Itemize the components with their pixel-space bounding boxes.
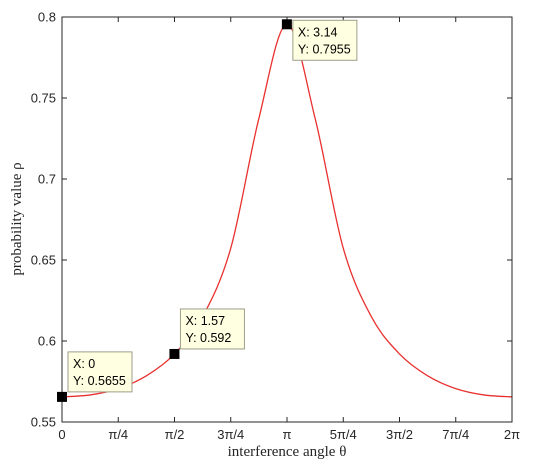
x-tick-label: 7π/4 <box>442 427 469 442</box>
y-tick-label: 0.65 <box>31 253 56 268</box>
datatip-box <box>292 19 358 61</box>
x-tick-label: π/2 <box>165 427 185 442</box>
datatip-2[interactable]: X: 3.14 Y: 0.7955 <box>292 19 358 61</box>
y-tick-label: 0.55 <box>31 415 56 430</box>
x-tick-label: π/4 <box>108 427 128 442</box>
datatip-marker[interactable] <box>57 391 67 402</box>
datatips-layer: X: 0 Y: 0.5655 X: 1.57 Y: 0.592 X: 3.14 Y: 0.… <box>57 19 358 402</box>
y-tick-label: 0.6 <box>38 334 56 349</box>
datatip-y-text: Y: 0.592 <box>185 331 231 345</box>
datatip-y-text: Y: 0.7955 <box>298 42 351 56</box>
y-tick-label: 0.75 <box>31 91 56 106</box>
datatip-x-text: X: 1.57 <box>185 314 225 328</box>
x-tick-label: 3π/4 <box>217 427 244 442</box>
datatip-x-text: X: 0 <box>73 357 95 371</box>
datatip-0[interactable]: X: 0 Y: 0.5655 <box>67 351 133 393</box>
x-tick-label: 0 <box>58 427 65 442</box>
datatip-box <box>179 308 245 350</box>
datatip-y-text: Y: 0.5655 <box>73 374 126 388</box>
datatip-x-text: X: 3.14 <box>298 25 338 39</box>
x-axis-label: interference angle θ <box>228 444 347 460</box>
y-tick-label: 0.7 <box>38 172 56 187</box>
datatip-box <box>67 351 133 393</box>
y-axis-label: probability value ρ <box>9 162 25 275</box>
x-tick-label: π <box>283 427 292 442</box>
datatip-1[interactable]: X: 1.57 Y: 0.592 <box>179 308 245 350</box>
datatip-marker[interactable] <box>169 348 180 359</box>
x-tick-label: 3π/2 <box>386 427 413 442</box>
y-axis-ticks: 0.55 0.6 0.65 0.7 0.75 0.8 <box>31 10 512 430</box>
plot-area <box>62 17 512 422</box>
y-tick-label: 0.8 <box>38 10 56 25</box>
datatip-marker[interactable] <box>281 19 292 30</box>
x-tick-label: 5π/4 <box>330 427 357 442</box>
x-tick-label: 2π <box>504 427 520 442</box>
